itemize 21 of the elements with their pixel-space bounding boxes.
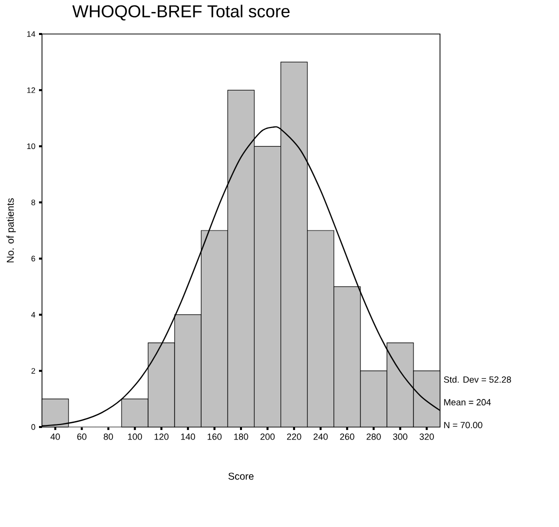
x-tick-label: 100 xyxy=(128,434,142,440)
x-tick-label: 120 xyxy=(154,434,169,440)
text: Std. Dev = 52.28 xyxy=(444,376,511,383)
chart-title: WHOQOL-BREF Total score xyxy=(72,4,290,20)
x-tick-label: 220 xyxy=(287,434,302,440)
x-tick-label: 320 xyxy=(420,434,434,440)
x-tick-label: 60 xyxy=(77,434,86,440)
x-tick-label: 240 xyxy=(314,434,328,440)
text: Mean = 204 xyxy=(444,399,491,406)
x-tick-label: 140 xyxy=(181,434,196,440)
x-axis-title: Score xyxy=(228,472,254,480)
text: N = 70.00 xyxy=(444,422,482,428)
x-tick-label: 260 xyxy=(340,434,354,440)
x-tick-label: 280 xyxy=(366,434,381,440)
x-tick-label: 160 xyxy=(208,434,222,440)
x-tick-label: 300 xyxy=(393,434,408,440)
x-tick-label: 200 xyxy=(260,434,275,440)
x-tick-label: 80 xyxy=(104,434,113,440)
x-tick-label: 40 xyxy=(50,434,60,440)
y-axis-title: No. of patients xyxy=(6,198,16,262)
x-tick-label: 180 xyxy=(234,434,248,440)
